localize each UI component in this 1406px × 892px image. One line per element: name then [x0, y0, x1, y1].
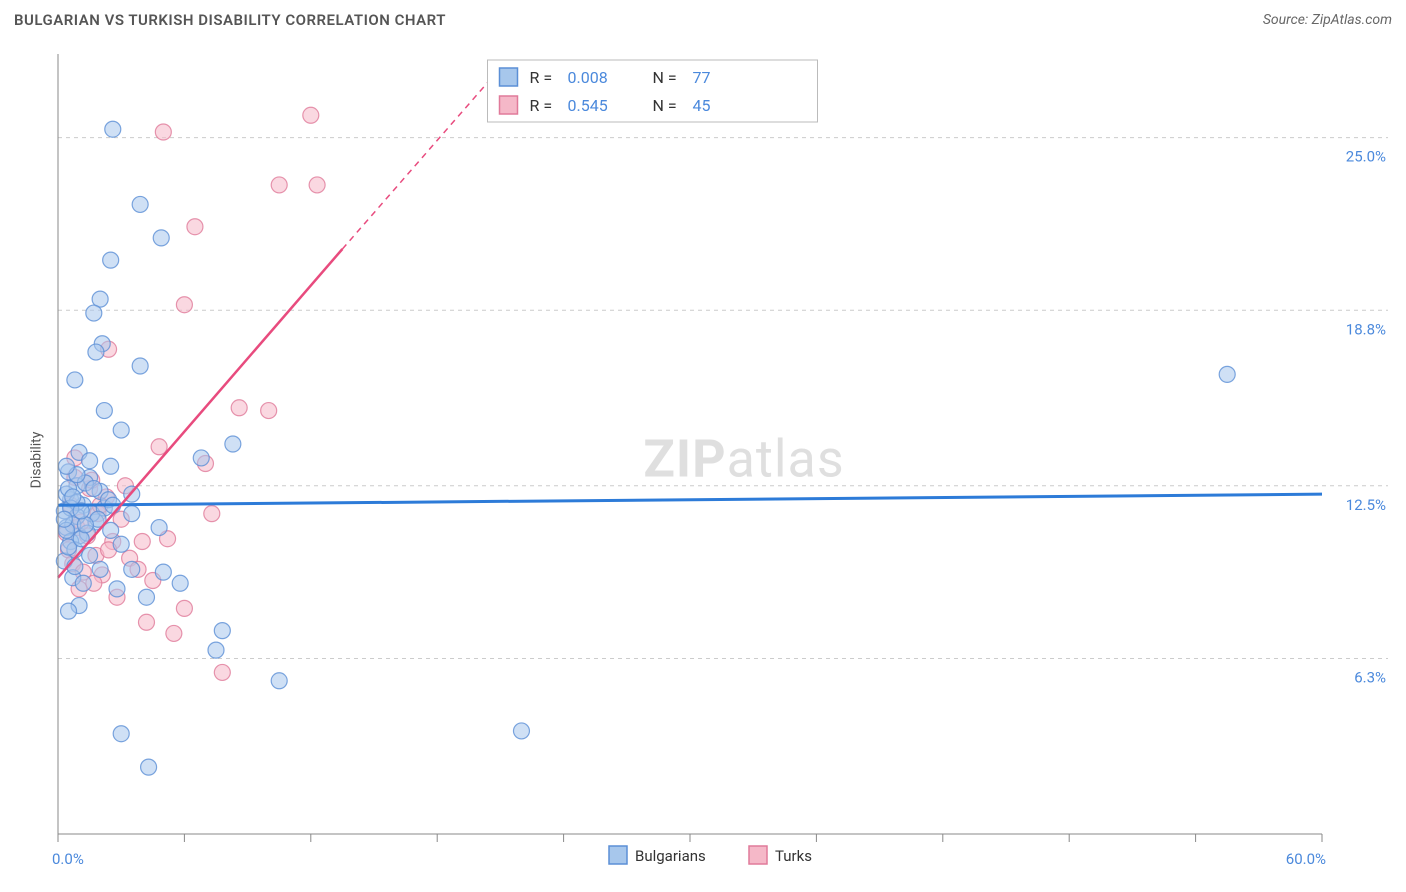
y-tick-label: 12.5% — [1346, 496, 1386, 514]
point-turks — [166, 625, 182, 641]
point-bulgarians — [65, 489, 81, 505]
point-bulgarians — [56, 511, 72, 527]
y-tick-label: 6.3% — [1354, 669, 1386, 687]
point-bulgarians — [151, 520, 167, 536]
point-bulgarians — [124, 561, 140, 577]
point-bulgarians — [113, 422, 129, 438]
point-turks — [214, 664, 230, 680]
point-bulgarians — [92, 561, 108, 577]
point-bulgarians — [113, 726, 129, 742]
point-turks — [309, 177, 325, 193]
point-turks — [204, 506, 220, 522]
y-tick-label: 18.8% — [1346, 320, 1386, 338]
point-bulgarians — [103, 458, 119, 474]
point-bulgarians — [88, 344, 104, 360]
legend-n-label: N = — [653, 96, 677, 115]
chart-header: BULGARIAN VS TURKISH DISABILITY CORRELAT… — [0, 0, 1406, 40]
point-turks — [155, 124, 171, 140]
legend-r-value-bulgarians: 0.008 — [568, 68, 608, 87]
y-tick-label: 25.0% — [1346, 148, 1386, 166]
scatter-chart: 6.3% 12.5% 18.8% 25.0% ZIPatlas 0.0% 60.0% R = 0… — [42, 42, 1392, 878]
point-bulgarians — [138, 589, 154, 605]
point-turks — [303, 107, 319, 123]
point-bulgarians — [513, 723, 529, 739]
point-bulgarians — [82, 453, 98, 469]
point-bulgarians — [132, 358, 148, 374]
point-bulgarians — [82, 547, 98, 563]
point-bulgarians — [113, 536, 129, 552]
point-bulgarians — [214, 623, 230, 639]
point-turks — [187, 219, 203, 235]
point-turks — [134, 534, 150, 550]
point-bulgarians — [208, 642, 224, 658]
point-bulgarians — [141, 759, 157, 775]
point-turks — [138, 614, 154, 630]
x-tick-label: 0.0% — [52, 850, 84, 868]
bottom-legend-swatch-bulgarians — [609, 846, 627, 864]
point-bulgarians — [96, 403, 112, 419]
point-turks — [176, 600, 192, 616]
bottom-legend-label-bulgarians: Bulgarians — [635, 847, 706, 865]
point-bulgarians — [86, 481, 102, 497]
point-turks — [231, 400, 247, 416]
legend-n-value-turks: 45 — [693, 96, 711, 115]
legend-r-value-turks: 0.545 — [568, 96, 608, 115]
plot-area: Disability 6.3%12.5%18.8%25.0%ZIPatlas0.… — [14, 42, 1392, 878]
legend-swatch-turks — [500, 96, 518, 114]
point-bulgarians — [67, 372, 83, 388]
point-bulgarians — [105, 121, 121, 137]
point-bulgarians — [75, 575, 91, 591]
legend-n-label: N = — [653, 68, 677, 87]
trend-line-bulgarians — [58, 494, 1322, 505]
point-bulgarians — [132, 196, 148, 212]
point-bulgarians — [109, 581, 125, 597]
point-bulgarians — [172, 575, 188, 591]
point-bulgarians — [193, 450, 209, 466]
point-bulgarians — [58, 458, 74, 474]
legend-swatch-bulgarians — [500, 68, 518, 86]
point-bulgarians — [153, 230, 169, 246]
source-name: ZipAtlas.com — [1312, 12, 1392, 28]
point-bulgarians — [86, 305, 102, 321]
legend-r-label: R = — [530, 96, 553, 115]
point-bulgarians — [155, 564, 171, 580]
watermark: ZIPatlas — [643, 429, 844, 490]
point-turks — [151, 439, 167, 455]
trend-line-turks-extrapolated — [342, 68, 500, 249]
legend-r-label: R = — [530, 68, 553, 87]
chart-title: BULGARIAN VS TURKISH DISABILITY CORRELAT… — [14, 11, 446, 29]
point-bulgarians — [1219, 366, 1235, 382]
point-turks — [176, 297, 192, 313]
point-bulgarians — [225, 436, 241, 452]
chart-source: Source: ZipAtlas.com — [1263, 12, 1392, 28]
bottom-legend-label-turks: Turks — [775, 847, 812, 865]
point-turks — [261, 403, 277, 419]
legend-n-value-bulgarians: 77 — [693, 68, 711, 87]
x-tick-label: 60.0% — [1286, 850, 1326, 868]
point-bulgarians — [61, 603, 77, 619]
source-prefix: Source: — [1263, 12, 1312, 28]
point-bulgarians — [124, 506, 140, 522]
point-bulgarians — [103, 252, 119, 268]
point-turks — [271, 177, 287, 193]
point-bulgarians — [271, 673, 287, 689]
bottom-legend-swatch-turks — [749, 846, 767, 864]
